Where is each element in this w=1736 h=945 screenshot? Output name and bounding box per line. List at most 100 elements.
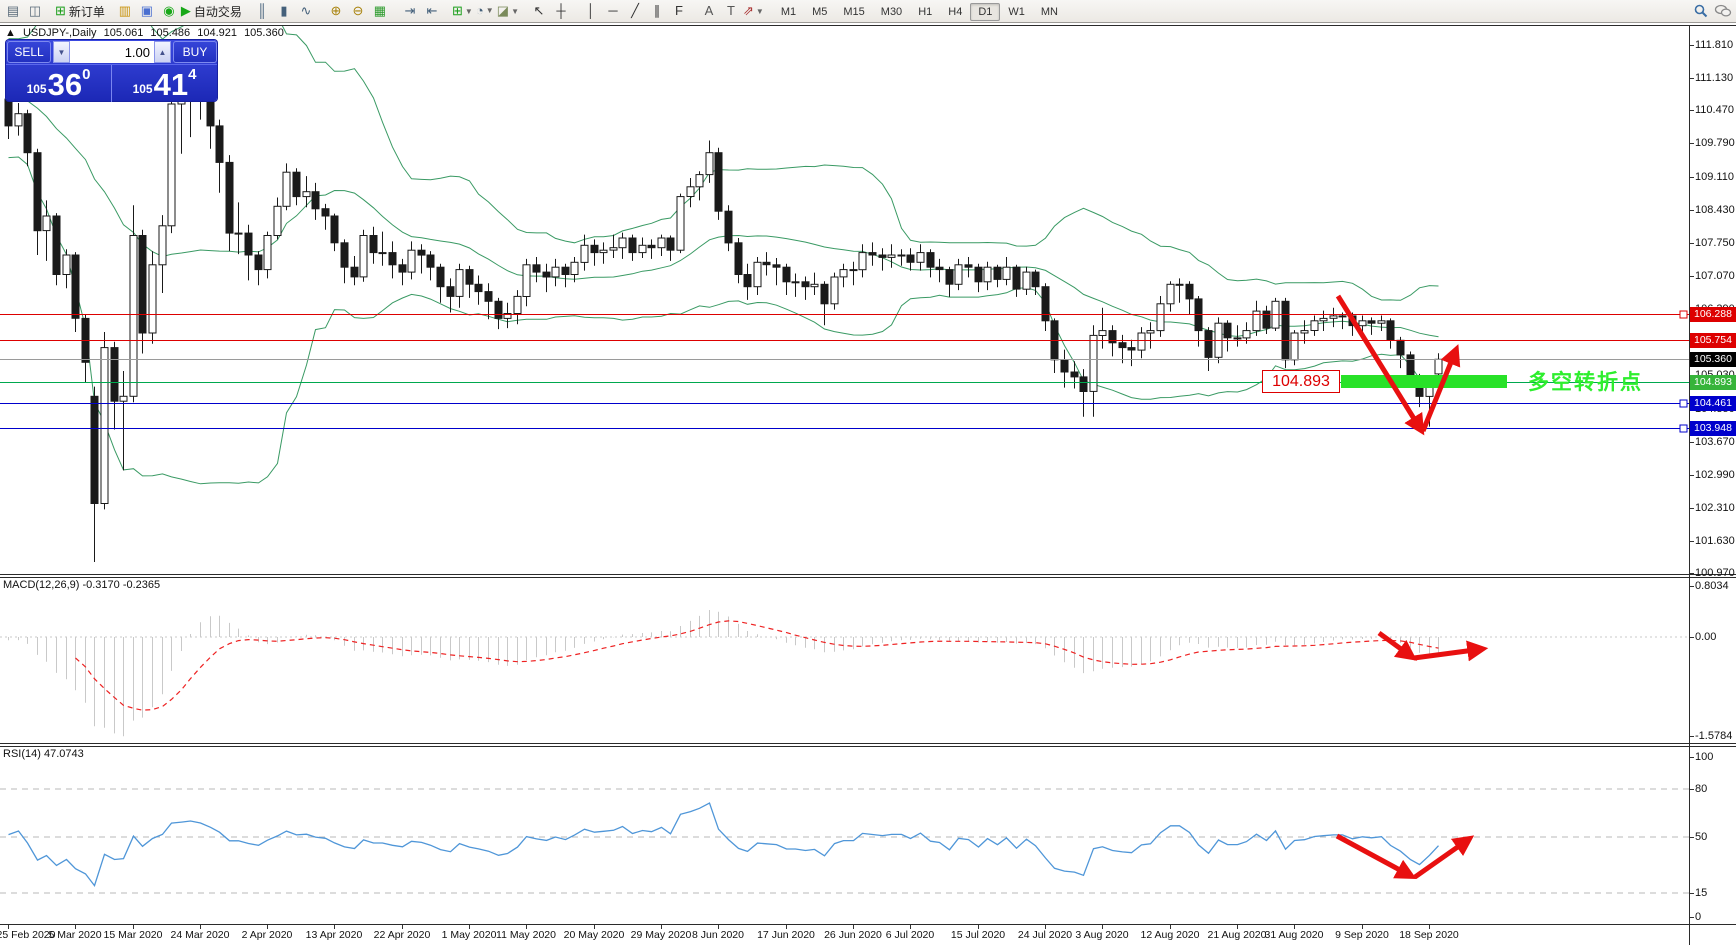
text-icon[interactable]: A <box>704 3 714 19</box>
timeframe-d1[interactable]: D1 <box>970 3 1001 22</box>
arrows-tool-icon[interactable]: ⇗ ▼ <box>742 3 764 19</box>
equidistant-channel-icon[interactable]: ∥ <box>653 3 661 19</box>
price-tick: 107.750 <box>1695 236 1735 249</box>
macd-rsi-divider[interactable] <box>0 743 1736 744</box>
date-tick: 11 May 2020 <box>496 929 556 941</box>
templates-button[interactable]: ◪ ▼ <box>496 3 519 19</box>
macd-tick: -1.5784 <box>1695 730 1733 743</box>
signals-icon[interactable]: ◉ <box>163 3 175 19</box>
rsi-indicator-label: RSI(14) 47.0743 <box>3 748 84 760</box>
timeframe-m5[interactable]: M5 <box>812 6 828 19</box>
terminal-icon[interactable]: ▣ <box>140 3 154 19</box>
sell-price-pips: 36 <box>47 67 83 102</box>
date-tick: 15 Mar 2020 <box>103 929 163 941</box>
timeframe-m1[interactable]: M1 <box>780 6 797 19</box>
chart-preview-icon[interactable]: ◫ <box>28 3 42 19</box>
bar-chart-icon[interactable]: ║ <box>257 3 267 19</box>
line-chart-icon[interactable]: ∿ <box>300 3 312 19</box>
macd-tick: 0.00 <box>1695 631 1717 643</box>
main-macd-divider[interactable] <box>0 574 1736 575</box>
price-tick: 110.470 <box>1695 104 1734 117</box>
buy-button[interactable]: BUY <box>173 41 217 63</box>
volume-increase-button[interactable]: ▲ <box>154 41 171 63</box>
price-tick: 102.310 <box>1695 501 1735 514</box>
market-watch-icon[interactable]: ▥ <box>118 3 132 19</box>
sell-price-point: 0 <box>82 66 91 83</box>
rsi-tick: 50 <box>1695 831 1708 843</box>
sell-button[interactable]: SELL <box>7 41 51 63</box>
date-tick: 21 Aug 2020 <box>1207 929 1267 941</box>
rsi-tick: 15 <box>1695 887 1708 899</box>
charts-window-icon[interactable]: ▤ <box>6 3 20 19</box>
date-tick: 25 Feb 2020 <box>0 929 56 941</box>
autotrading-button[interactable]: ▶ 自动交易 <box>180 3 242 19</box>
rsi-tick: 80 <box>1695 783 1708 795</box>
collapse-marker[interactable]: ▲ <box>5 27 16 39</box>
price-tick: 109.790 <box>1695 137 1735 150</box>
crosshair-icon[interactable]: ┼ <box>556 3 566 19</box>
date-axis[interactable]: 25 Feb 2020 5 Mar 2020 15 Mar 2020 24 Mar 2… <box>0 927 1688 945</box>
periods-button[interactable]: ◔ ▼ <box>475 3 494 19</box>
symbol-period: USDJPY-,Daily <box>22 27 97 39</box>
new-order-button[interactable]: ⊞ 新订单 <box>55 3 105 19</box>
price-axis-border <box>1689 25 1690 945</box>
indicators-button[interactable]: ⊞ ▼ <box>451 3 473 19</box>
timeframe-h4[interactable]: H4 <box>948 6 963 19</box>
candlestick-chart-icon[interactable]: ▮ <box>280 3 288 19</box>
text-label-icon[interactable]: T <box>727 3 735 19</box>
pivot-annotation-text: 多空转折点 <box>1528 370 1643 394</box>
autoscroll-icon[interactable]: ⇥ <box>404 3 416 19</box>
fibonacci-icon[interactable]: F <box>675 3 683 19</box>
buy-price-pips: 41 <box>153 67 189 102</box>
buy-price[interactable]: 105 41 4 <box>112 65 217 102</box>
ohlc-open: 105.061 <box>103 27 144 39</box>
volume-stepper: ▼ ▲ <box>53 41 171 63</box>
price-tick: 109.110 <box>1695 170 1734 183</box>
price-line-label: 106.288 <box>1690 306 1736 322</box>
chat-icon[interactable] <box>1713 2 1733 21</box>
zoom-out-icon[interactable]: ⊖ <box>352 3 364 19</box>
timeframe-m30[interactable]: M30 <box>880 6 903 19</box>
price-tick: 111.130 <box>1695 72 1734 85</box>
price-tick: 108.430 <box>1695 203 1735 216</box>
chart-shift-icon[interactable]: ⇤ <box>426 3 438 19</box>
price-tick: 102.990 <box>1695 468 1735 481</box>
date-tick: 6 Jul 2020 <box>885 929 935 941</box>
date-tick: 2 Apr 2020 <box>241 929 293 941</box>
date-tick: 20 May 2020 <box>563 929 625 941</box>
macd-indicator-label: MACD(12,26,9) -0.3170 -0.2365 <box>3 579 161 591</box>
price-line-label: 105.754 <box>1690 332 1736 348</box>
zoom-in-icon[interactable]: ⊕ <box>330 3 342 19</box>
cursor-icon[interactable]: ↖ <box>533 3 545 19</box>
date-tick: 24 Jul 2020 <box>1017 929 1073 941</box>
timeframe-h1[interactable]: H1 <box>918 6 933 19</box>
sell-price[interactable]: 105 36 0 <box>6 65 111 102</box>
volume-decrease-button[interactable]: ▼ <box>53 41 70 63</box>
ohlc-low: 104.921 <box>197 27 237 39</box>
price-axis[interactable]: 111.810 111.130 110.470 109.790 109.110 108.4… <box>1690 25 1736 925</box>
timeframe-w1[interactable]: W1 <box>1008 6 1025 19</box>
macd-pane-top <box>0 577 1736 578</box>
macd-tick: 0.8034 <box>1695 580 1729 593</box>
timeframe-mn[interactable]: MN <box>1040 6 1058 19</box>
trendline-icon[interactable]: ╱ <box>631 3 639 19</box>
date-tick: 8 Jun 2020 <box>692 929 744 941</box>
rsi-pane-top <box>0 746 1736 747</box>
volume-input[interactable] <box>70 41 154 63</box>
date-tick: 26 Jun 2020 <box>824 929 882 941</box>
tile-windows-icon[interactable]: ▦ <box>373 3 387 19</box>
price-line-label: 103.948 <box>1690 420 1736 436</box>
search-icon[interactable] <box>1691 2 1711 21</box>
ohlc-close: 105.360 <box>244 27 284 39</box>
sell-price-prefix: 105 <box>26 82 47 96</box>
price-divider <box>111 65 112 102</box>
buy-price-prefix: 105 <box>132 82 153 96</box>
date-tick: 1 May 2020 <box>441 929 497 941</box>
horizontal-line-icon[interactable]: ─ <box>608 3 618 19</box>
price-tick: 111.810 <box>1695 39 1734 51</box>
price-line-label: 104.893 <box>1690 374 1736 390</box>
vertical-line-icon[interactable]: │ <box>586 3 596 19</box>
date-tick: 13 Apr 2020 <box>305 929 363 941</box>
timeframe-m15[interactable]: M15 <box>843 6 865 19</box>
